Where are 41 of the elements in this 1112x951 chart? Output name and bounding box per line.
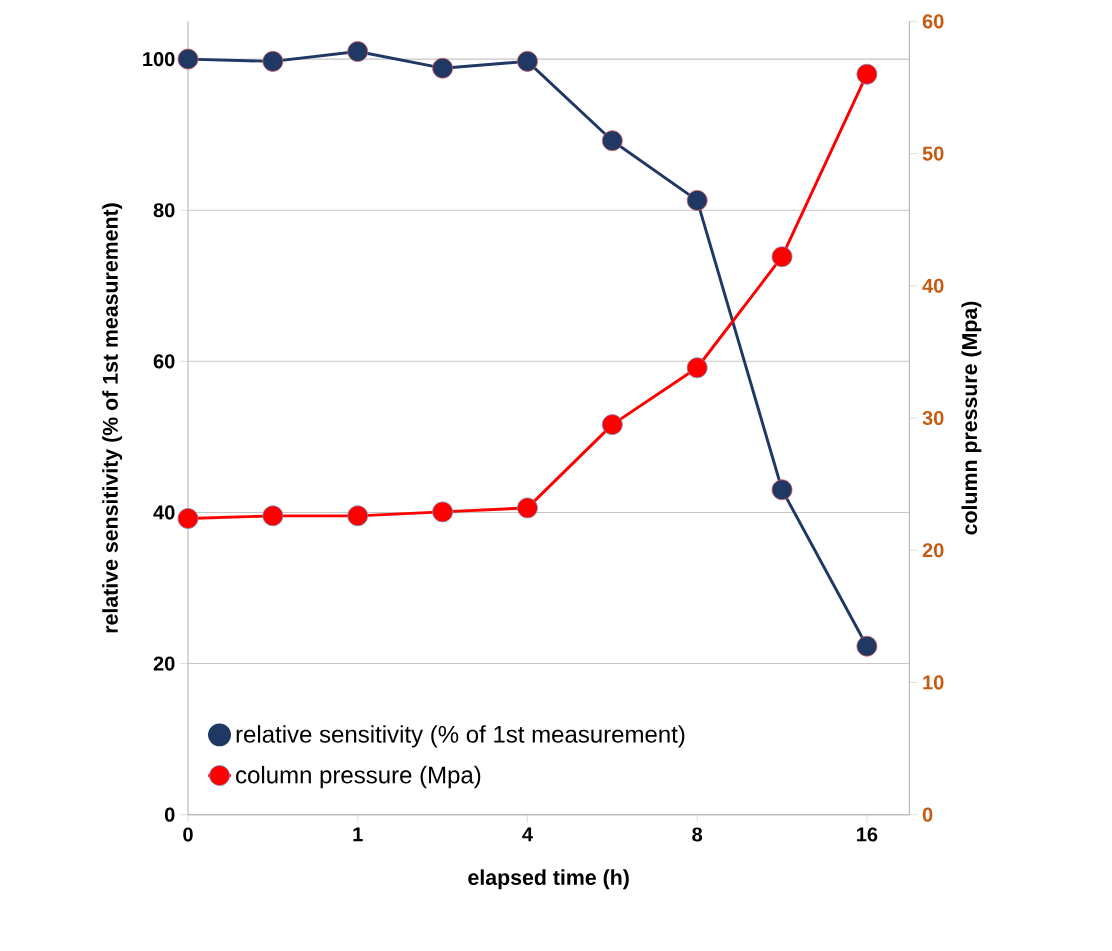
point <box>771 246 793 268</box>
point <box>686 190 708 211</box>
point <box>856 635 878 657</box>
point <box>517 51 538 72</box>
point <box>347 505 369 527</box>
y2-axis-title: column pressure (Mpa) <box>961 301 982 535</box>
y-tick-label: 0 <box>164 807 175 822</box>
y-axis-title: relative sensitivity (% of 1st measurement) <box>102 203 123 633</box>
y-tick-label: 80 <box>153 203 175 218</box>
point <box>432 57 453 79</box>
y2-tick-label: 10 <box>923 675 944 690</box>
y2-tick-label: 20 <box>922 543 944 558</box>
y-tick-label: 40 <box>153 505 175 520</box>
y2-tick-label: 40 <box>922 278 944 294</box>
y-tick-label: 60 <box>153 354 175 369</box>
y-tick-label: 20 <box>153 656 175 671</box>
x-tick-label: 16 <box>857 827 878 842</box>
x-axis-title: elapsed time (h) <box>468 869 629 890</box>
point <box>856 63 878 85</box>
point <box>177 48 199 70</box>
y2-tick-label: 60 <box>922 14 944 29</box>
legend-label: column pressure (Mpa) <box>236 766 481 789</box>
x-tick-label: 1 <box>353 827 363 842</box>
point <box>177 508 199 530</box>
legend-label: relative sensitivity (% of 1st measurement) <box>236 725 685 748</box>
point <box>771 479 793 501</box>
point <box>262 51 284 72</box>
point <box>262 505 284 527</box>
point <box>517 497 538 519</box>
x-tick-label: 4 <box>522 827 533 842</box>
y2-tick-label: 0 <box>922 807 933 822</box>
x-tick-label: 8 <box>692 827 703 842</box>
point <box>601 130 623 152</box>
y2-tick-label: 30 <box>922 411 944 426</box>
y2-tick-label: 50 <box>922 146 944 161</box>
point <box>432 501 453 523</box>
x-tick-label: 0 <box>183 827 193 842</box>
point <box>601 414 623 436</box>
point <box>686 357 708 379</box>
y-tick-label: 100 <box>143 52 175 67</box>
point <box>347 41 369 63</box>
